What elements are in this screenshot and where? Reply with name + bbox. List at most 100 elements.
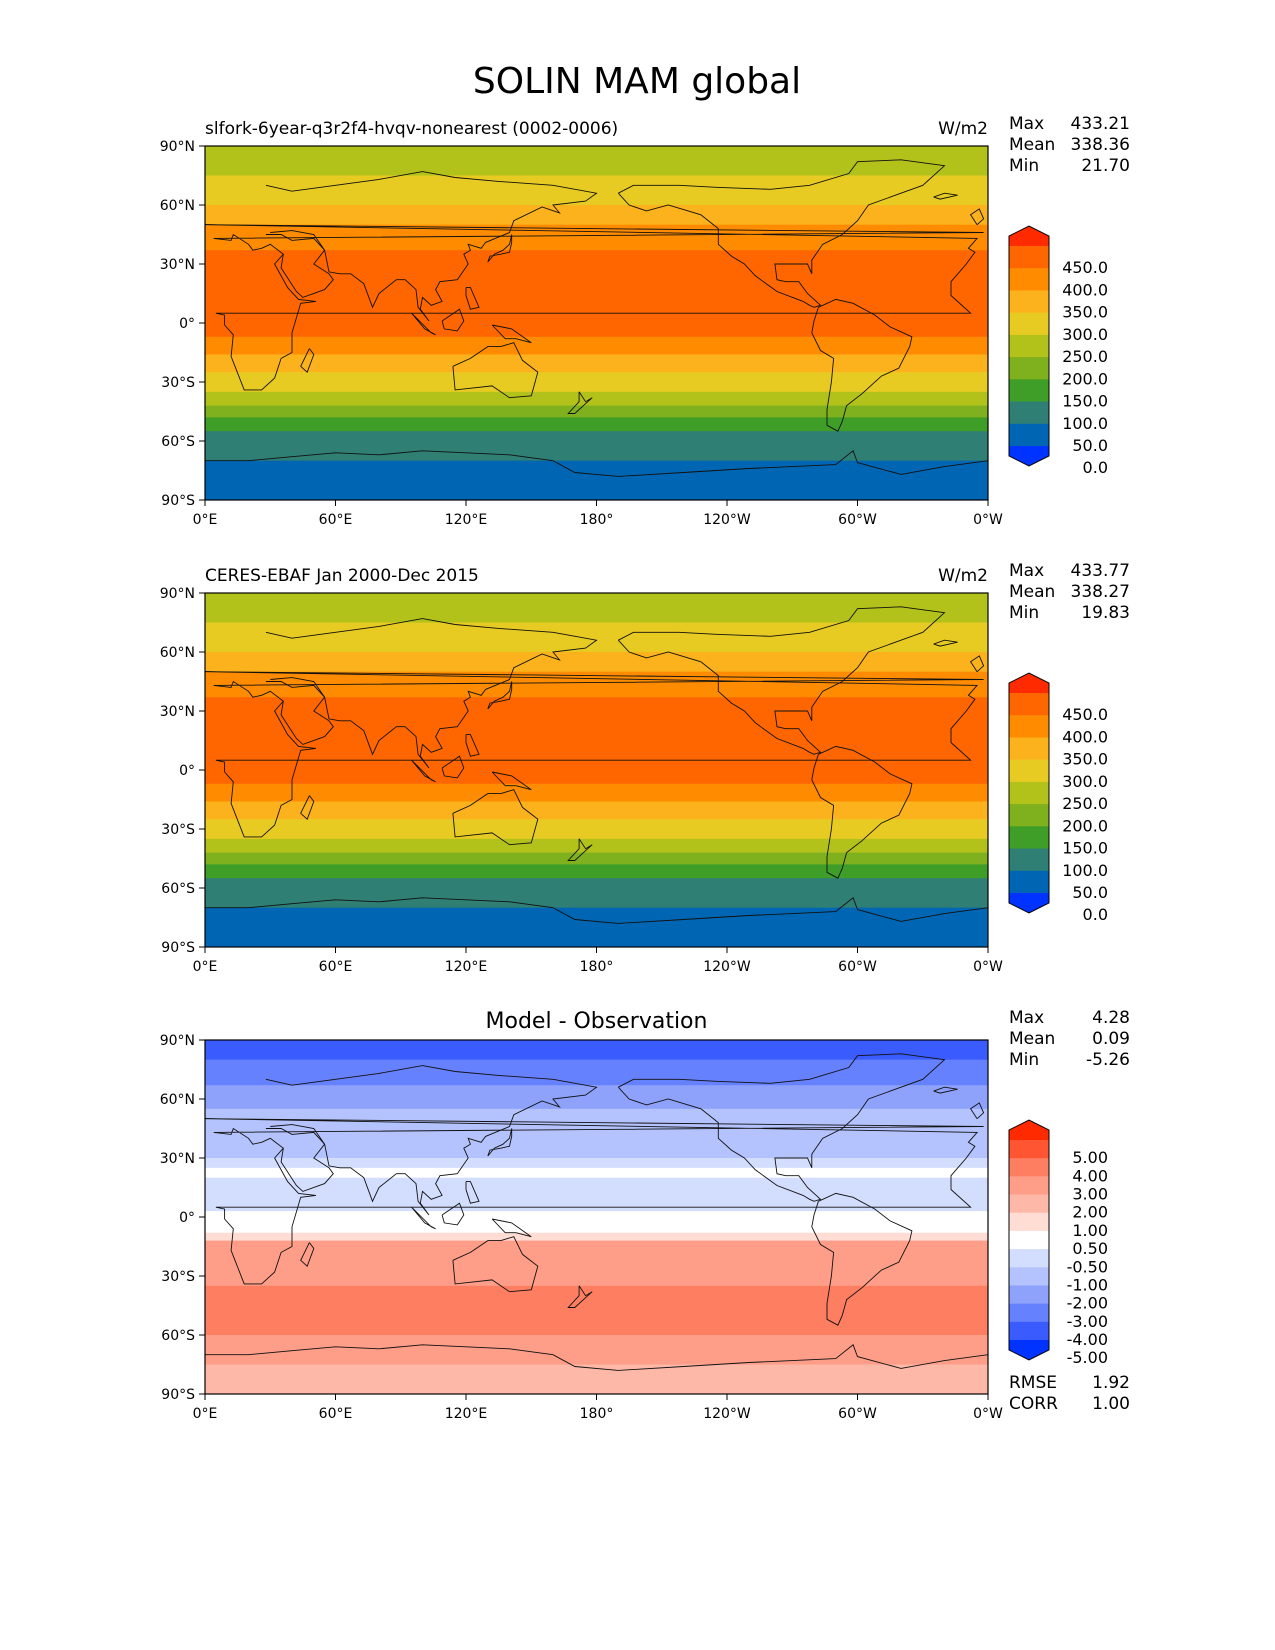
colorbar-swatch [1009, 826, 1049, 850]
x-tick-label: 0°E [193, 959, 218, 975]
x-tick-label: 60°E [319, 1406, 353, 1422]
stat-label: CORR [1009, 1394, 1058, 1414]
colorbar-tick-label: 2.00 [1072, 1203, 1108, 1222]
coastline [265, 681, 334, 745]
colorbar-tick-label: 0.0 [1083, 905, 1108, 924]
colorbar: 450.0 400.0 350.0 300.0 250.0 200.0 150.0 100.0… [1008, 672, 1108, 924]
stat-value: 21.70 [1081, 156, 1130, 176]
field-band [205, 460, 988, 501]
y-tick-label: 0° [179, 316, 195, 332]
x-tick-label: 60°W [838, 1406, 877, 1422]
colorbar-swatch [1009, 737, 1049, 761]
x-tick-label: 60°E [319, 512, 353, 528]
stat-label: Max [1009, 1008, 1044, 1028]
field-band [205, 431, 988, 462]
stat-label: Mean [1009, 582, 1055, 602]
x-tick-label: 120°E [445, 1406, 488, 1422]
coastline [205, 1118, 984, 1285]
coastline [205, 450, 988, 477]
coastline [265, 1065, 598, 1216]
coastlines [205, 606, 988, 924]
y-tick-label: 90°N [160, 586, 195, 602]
coastline [265, 618, 598, 769]
coastline [205, 1344, 988, 1371]
field-band [205, 783, 988, 802]
colorbar-tick-label: 200.0 [1062, 816, 1108, 835]
y-tick-label: 90°N [160, 139, 195, 155]
coastline [567, 838, 593, 861]
field-band [205, 1059, 988, 1086]
y-tick-label: 60°S [161, 881, 195, 897]
field-band [205, 697, 988, 785]
colorbar-swatch [1009, 1194, 1049, 1214]
colorbar-tick-label: 4.00 [1072, 1166, 1108, 1185]
colorbar-swatch [1009, 1321, 1049, 1341]
x-tick-label: 120°W [703, 959, 751, 975]
field-band [205, 907, 988, 948]
x-tick-label: 60°E [319, 959, 353, 975]
field-band [205, 1167, 988, 1179]
coastline [411, 312, 436, 336]
coastline [300, 1242, 315, 1267]
field-band [205, 864, 988, 879]
field-band [205, 838, 988, 854]
colorbar-tick-label: 400.0 [1062, 280, 1108, 299]
panel-title: CERES-EBAF Jan 2000-Dec 2015 [205, 566, 479, 586]
stat-value: 1.00 [1092, 1394, 1130, 1414]
colorbar-outline [1008, 1119, 1050, 1361]
field-band [205, 372, 988, 393]
figure-title: SOLIN MAM global [473, 61, 801, 102]
colorbar-tick-label: 50.0 [1072, 436, 1108, 455]
x-tick-label: 120°W [703, 1406, 751, 1422]
colorbar-outline [1008, 672, 1050, 914]
panel-title: slfork-6year-q3r2f4-hvqv-nonearest (0002… [205, 119, 618, 139]
y-tick-label: 90°S [161, 1387, 195, 1403]
field-band [205, 1232, 988, 1242]
colorbar-swatch [1009, 357, 1049, 380]
colorbar-extend-max [1009, 1120, 1049, 1140]
stat-label: Max [1009, 114, 1044, 134]
y-tick-label: 30°N [160, 704, 195, 720]
colorbar-swatch [1009, 1249, 1049, 1268]
colorbar-tick-label: 100.0 [1062, 861, 1108, 880]
x-tick-label: 120°E [445, 512, 488, 528]
colorbar-swatch [1009, 1267, 1049, 1286]
colorbar-tick-label: 350.0 [1062, 303, 1108, 322]
field-band [205, 1187, 988, 1212]
colorbar-tick-label: 450.0 [1062, 705, 1108, 724]
colorbar-swatch [1009, 1285, 1049, 1305]
field-band [205, 878, 988, 909]
colorbar-swatch [1009, 781, 1049, 805]
colorbar-extend-max [1009, 226, 1049, 246]
stat-value: 433.21 [1071, 114, 1130, 134]
x-tick-label: 60°W [838, 512, 877, 528]
coastline [491, 324, 532, 344]
colorbar-swatch [1009, 290, 1049, 314]
colorbar-tick-label: 0.50 [1072, 1239, 1108, 1258]
stat-value: 0.09 [1092, 1029, 1130, 1049]
field-band [205, 1085, 988, 1110]
colorbar-tick-label: 5.00 [1072, 1148, 1108, 1167]
stat-value: 338.36 [1071, 135, 1130, 155]
colorbar-tick-label: 200.0 [1062, 369, 1108, 388]
coastline [205, 671, 984, 838]
colorbar-tick-label: 3.00 [1072, 1185, 1108, 1204]
colorbar-extend-min [1009, 446, 1049, 466]
map-panel-1: 0°E 60°E 120°E 180° 120°W 60°W 0°W 90°N 60°N 30°N… [160, 114, 1130, 528]
colorbar-swatch [1009, 401, 1049, 425]
stat-value: 433.77 [1071, 561, 1130, 581]
colorbar-swatch [1009, 804, 1049, 827]
field-band [205, 1158, 988, 1169]
x-tick-label: 0°W [973, 512, 1003, 528]
colorbar-extend-min [1009, 893, 1049, 913]
coastline [567, 391, 593, 414]
stat-value: 4.28 [1092, 1008, 1130, 1028]
y-tick-label: 90°N [160, 1033, 195, 1049]
y-tick-label: 60°N [160, 1092, 195, 1108]
coastline [465, 287, 480, 310]
colorbar-swatch [1009, 1212, 1049, 1232]
colorbar-tick-label: 1.00 [1072, 1221, 1108, 1240]
colorbar-extend-max [1009, 673, 1049, 693]
colorbar-tick-label: 150.0 [1062, 839, 1108, 858]
